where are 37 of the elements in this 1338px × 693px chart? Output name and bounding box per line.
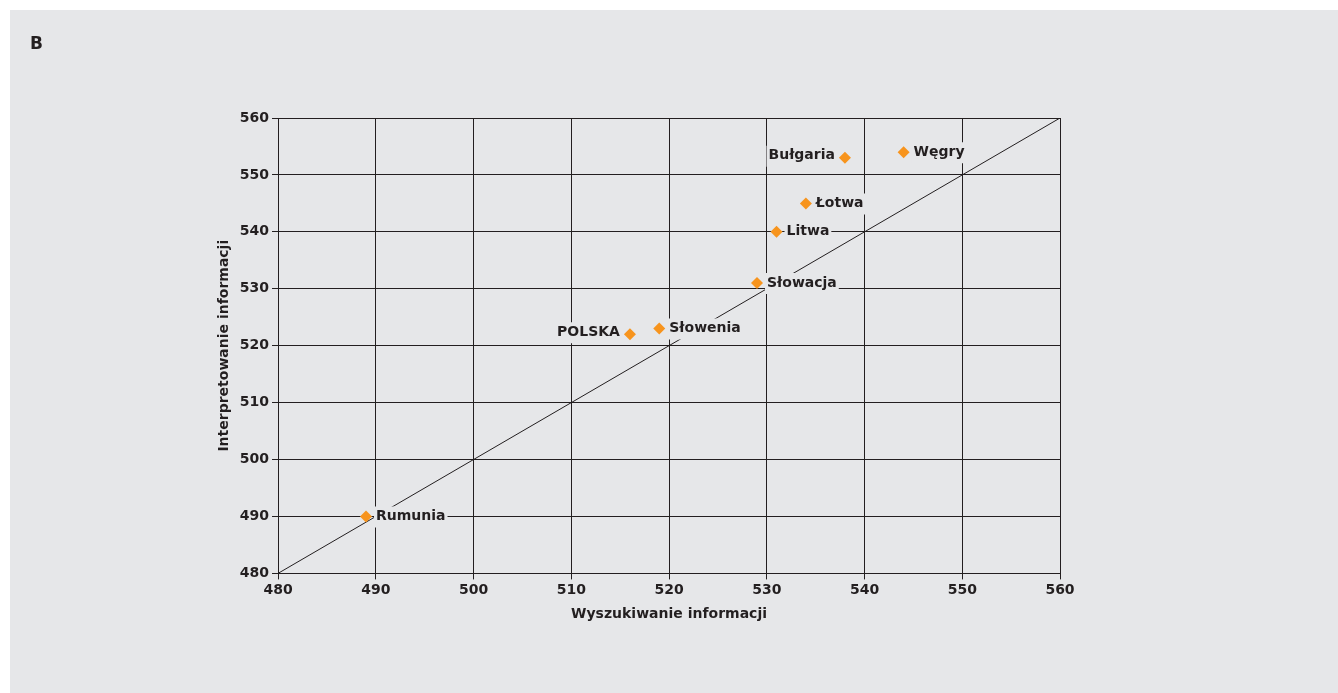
series-label: Rumunia — [376, 507, 446, 524]
x-tick-label: 530 — [752, 581, 782, 598]
series-label: Słowenia — [669, 319, 741, 336]
series-label: Bułgaria — [768, 146, 835, 163]
point — [653, 322, 666, 335]
point — [770, 225, 783, 238]
y-tick-label: 540 — [239, 222, 270, 239]
series-label: Litwa — [786, 222, 830, 239]
y-tick-label: 510 — [239, 393, 270, 410]
x-tick-label: 550 — [947, 581, 978, 598]
y-tick-label: 480 — [239, 564, 270, 581]
y-tick-label: 490 — [239, 507, 270, 524]
point — [897, 146, 910, 159]
series-label: Węgry — [913, 142, 965, 159]
point — [623, 328, 636, 341]
point — [838, 151, 851, 164]
series-label: POLSKA — [557, 322, 621, 339]
point — [799, 197, 812, 210]
series-label: Łotwa — [814, 194, 864, 211]
y-axis-title: Interpretowanie informacji — [215, 239, 232, 452]
series-label: Słowacja — [766, 273, 837, 290]
point — [360, 510, 372, 523]
y-tick-label: 560 — [239, 108, 270, 125]
text: B — [30, 32, 43, 53]
x-tick-label: 540 — [849, 581, 880, 598]
y-tick-label: 550 — [239, 165, 270, 182]
point — [750, 277, 763, 290]
x-tick-label: 490 — [361, 581, 391, 598]
x-tick-label: 500 — [458, 581, 489, 598]
y-tick-label: 500 — [239, 450, 270, 467]
y-tick-label: 530 — [239, 279, 270, 296]
x-axis-title: Wyszukiwanie informacji — [571, 605, 767, 622]
y-tick-label: 520 — [239, 336, 270, 353]
x-tick-label: 520 — [654, 581, 684, 598]
x-tick-label: 510 — [556, 581, 587, 598]
x-tick-label: 480 — [263, 581, 293, 598]
x-tick-label: 560 — [1045, 581, 1075, 598]
